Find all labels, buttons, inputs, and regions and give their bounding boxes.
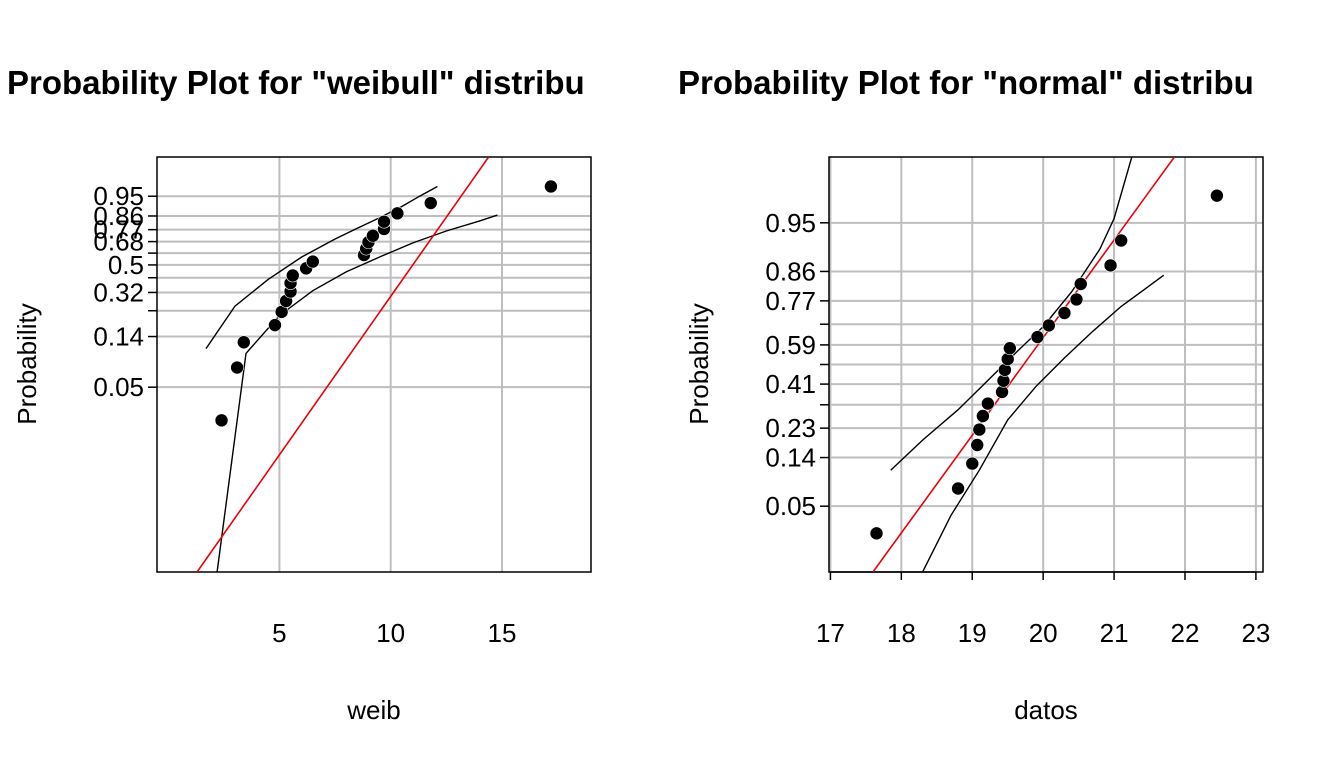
data-point — [1103, 258, 1118, 273]
data-point — [377, 214, 391, 229]
x-tick-label: 10 — [376, 618, 405, 648]
data-point — [1073, 277, 1088, 291]
y-tick-label: 0.14 — [765, 443, 816, 473]
y-tick-label: 0.77 — [93, 215, 144, 245]
data-point — [1114, 233, 1128, 248]
x-tick-label: 22 — [1171, 618, 1200, 648]
y-tick-label: 0.86 — [765, 256, 816, 286]
y-axis: 0.05 0.140.23 0.41 0.59 0.770.86 0.95 — [765, 208, 829, 521]
x-tick-label: 15 — [488, 618, 517, 648]
data-point — [976, 409, 990, 423]
data-point — [366, 228, 380, 243]
y-tick-label: 0.32 — [93, 277, 144, 307]
x-tick-label: 19 — [958, 618, 987, 648]
x-axis: 5 10 15 — [272, 618, 516, 648]
data-point — [970, 438, 985, 452]
fit-line — [872, 157, 1176, 572]
lower-confidence-band — [921, 274, 1165, 572]
data-point — [305, 254, 320, 269]
weibull-probability-plot: Probability Plot for "weibull" distribu … — [7, 64, 592, 725]
x-tick-label: 17 — [816, 618, 845, 648]
x-tick-label: 20 — [1029, 618, 1058, 648]
plot-area — [196, 157, 558, 572]
chart-title: Probability Plot for "weibull" distribu — [7, 64, 585, 101]
data-point — [1210, 188, 1224, 203]
chart-title: Probability Plot for "normal" distribu — [678, 64, 1254, 101]
data-point — [230, 360, 244, 375]
data-point — [214, 413, 229, 428]
grid — [829, 157, 1263, 572]
x-tick-label: 5 — [272, 618, 286, 648]
data-point — [1057, 306, 1072, 320]
x-axis: 17 18 19 20 21 22 23 — [816, 571, 1270, 648]
lower-confidence-band — [216, 214, 498, 572]
y-tick-label: 0.5 — [108, 250, 144, 280]
y-tick-label: 0.41 — [765, 369, 816, 399]
y-tick-label: 0.05 — [765, 491, 816, 521]
x-axis-label: weib — [346, 695, 400, 725]
data-point — [1030, 330, 1045, 344]
fit-line — [196, 157, 490, 572]
data-point — [972, 422, 987, 437]
data-point — [981, 396, 995, 411]
data-point — [423, 196, 438, 210]
x-tick-label: 23 — [1241, 618, 1270, 648]
data-point — [1042, 318, 1056, 333]
x-axis-label: datos — [1014, 695, 1078, 725]
plot-area — [869, 157, 1224, 572]
upper-confidence-band — [205, 185, 438, 349]
y-tick-label: 0.86 — [93, 201, 144, 231]
data-point — [965, 456, 980, 471]
data-point — [237, 335, 251, 350]
data-point — [951, 481, 965, 496]
y-tick-label: 0.05 — [93, 372, 144, 402]
plot-frame — [156, 156, 592, 573]
data-point — [390, 206, 405, 221]
data-point — [1003, 341, 1017, 356]
normal-probability-plot: Probability Plot for "normal" distribu d… — [678, 64, 1270, 725]
x-tick-label: 21 — [1100, 618, 1129, 648]
y-axis-label: Probability — [12, 303, 42, 424]
y-tick-label: 0.95 — [93, 181, 144, 211]
grid — [157, 157, 591, 572]
y-axis-label: Probability — [684, 303, 714, 424]
y-tick-label: 0.68 — [93, 227, 144, 257]
y-tick-label: 0.23 — [765, 413, 816, 443]
y-axis: 0.05 0.14 0.320.50.680.770.860.95 — [93, 181, 157, 402]
data-point — [869, 526, 884, 541]
y-tick-label: 0.14 — [93, 322, 144, 352]
data-point — [544, 179, 558, 194]
y-tick-label: 0.59 — [765, 330, 816, 360]
x-tick-label: 18 — [887, 618, 916, 648]
data-point — [268, 318, 282, 332]
y-tick-label: 0.95 — [765, 208, 816, 238]
data-point — [285, 268, 300, 283]
data-point — [1069, 292, 1084, 307]
y-tick-label: 0.77 — [765, 286, 816, 316]
upper-confidence-band — [890, 157, 1133, 471]
